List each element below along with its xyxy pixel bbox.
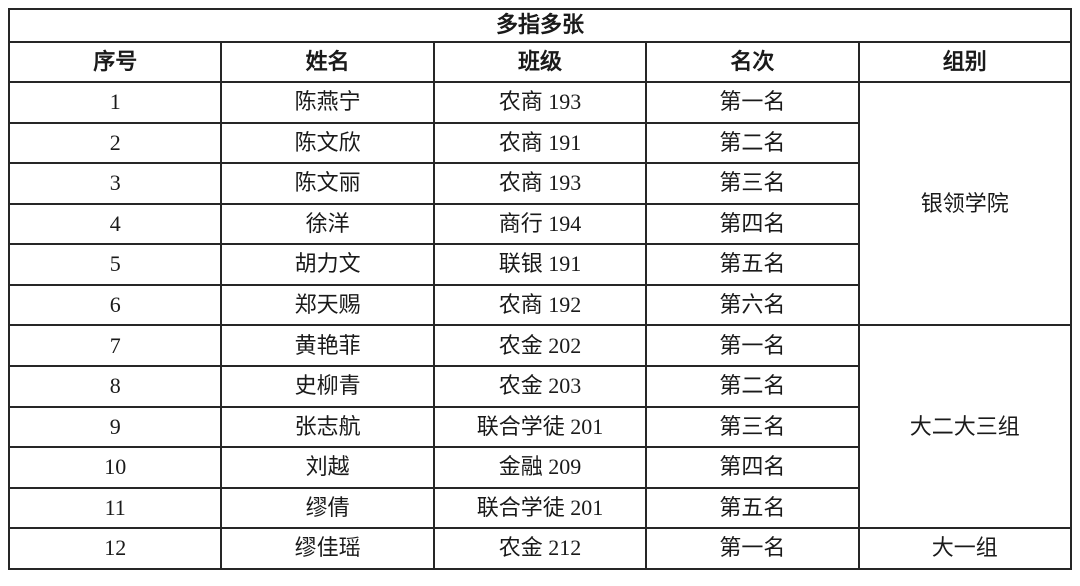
cell-class: 农金 212 [432,527,648,570]
table-title-row: 多指多张 [8,8,1072,43]
cell-name: 缪佳瑶 [220,527,435,570]
cell-no: 11 [7,486,223,530]
table-row: 5 胡力文 联银 191 第五名 [7,243,1071,286]
cell-name: 缪倩 [220,486,435,530]
cell-class: 农商 193 [432,162,648,205]
cell-class: 金融 209 [432,446,648,489]
cell-name: 张志航 [220,405,435,449]
header-rank: 名次 [645,41,860,83]
cell-rank: 第一名 [645,527,860,570]
group-cell: 银领学院 [857,80,1073,327]
cell-class: 商行 194 [432,202,648,246]
cell-name: 史柳青 [220,365,435,408]
cell-rank: 第一名 [645,324,860,368]
cell-no: 4 [7,202,223,246]
cell-rank: 第三名 [645,405,860,449]
table-row: 3 陈文丽 农商 193 第三名 [7,162,1071,205]
cell-class: 联银 191 [432,243,648,286]
cell-rank: 第一名 [645,81,860,124]
cell-class: 农金 203 [432,365,648,408]
cell-rank: 第四名 [645,202,860,246]
group-cell: 大二大三组 [857,324,1073,530]
header-group: 组别 [857,41,1073,83]
cell-rank: 第五名 [645,243,860,286]
cell-class: 农金 202 [432,324,648,368]
table-row: 4 徐洋 商行 194 第四名 [7,202,1071,246]
cell-class: 联合学徒 201 [432,405,648,449]
cell-no: 2 [7,121,223,165]
cell-rank: 第四名 [645,446,860,489]
cell-no: 8 [7,365,223,408]
cell-class: 联合学徒 201 [432,486,648,530]
table-header-row: 序号 姓名 班级 名次 组别 [7,41,1073,83]
cell-name: 陈燕宁 [220,81,435,124]
cell-name: 郑天赐 [220,283,435,327]
table-row: 7 黄艳菲 农金 202 第一名 大二大三组 [7,324,1073,530]
header-class: 班级 [432,41,648,83]
cell-no: 12 [7,527,223,570]
table-row: 9 张志航 联合学徒 201 第三名 [7,405,1071,449]
results-table: 多指多张 序号 姓名 班级 名次 组别 1 陈燕宁 农商 193 第一名 银领学… [7,8,1073,570]
table-row: 8 史柳青 农金 203 第二名 [7,365,1071,408]
cell-no: 10 [7,446,223,489]
cell-name: 胡力文 [220,243,435,286]
cell-no: 5 [7,243,223,286]
table-row: 6 郑天赐 农商 192 第六名 [7,283,1071,327]
cell-no: 9 [7,405,223,449]
cell-rank: 第二名 [645,365,860,408]
table-title: 多指多张 [8,8,1072,43]
cell-no: 1 [7,81,223,124]
cell-name: 陈文欣 [220,121,435,165]
cell-class: 农商 192 [432,283,648,327]
table-row: 1 陈燕宁 农商 193 第一名 银领学院 [7,80,1073,327]
cell-rank: 第五名 [645,486,860,530]
cell-class: 农商 191 [432,121,648,165]
cell-no: 6 [7,283,223,327]
header-name: 姓名 [220,41,435,83]
cell-no: 7 [7,324,223,368]
group-cell: 大一组 [857,527,1073,570]
cell-no: 3 [7,162,223,205]
table-row: 10 刘越 金融 209 第四名 [7,446,1071,489]
cell-name: 徐洋 [220,202,435,246]
cell-name: 陈文丽 [220,162,435,205]
cell-name: 黄艳菲 [220,324,435,368]
table-row: 12 缪佳瑶 农金 212 第一名 大一组 [7,527,1073,570]
cell-rank: 第三名 [645,162,860,205]
table-row: 2 陈文欣 农商 191 第二名 [7,121,1071,165]
table-row: 11 缪倩 联合学徒 201 第五名 [7,486,1071,530]
cell-class: 农商 193 [432,81,648,124]
cell-rank: 第二名 [645,121,860,165]
cell-rank: 第六名 [645,283,860,327]
cell-name: 刘越 [220,446,435,489]
header-no: 序号 [7,41,223,83]
